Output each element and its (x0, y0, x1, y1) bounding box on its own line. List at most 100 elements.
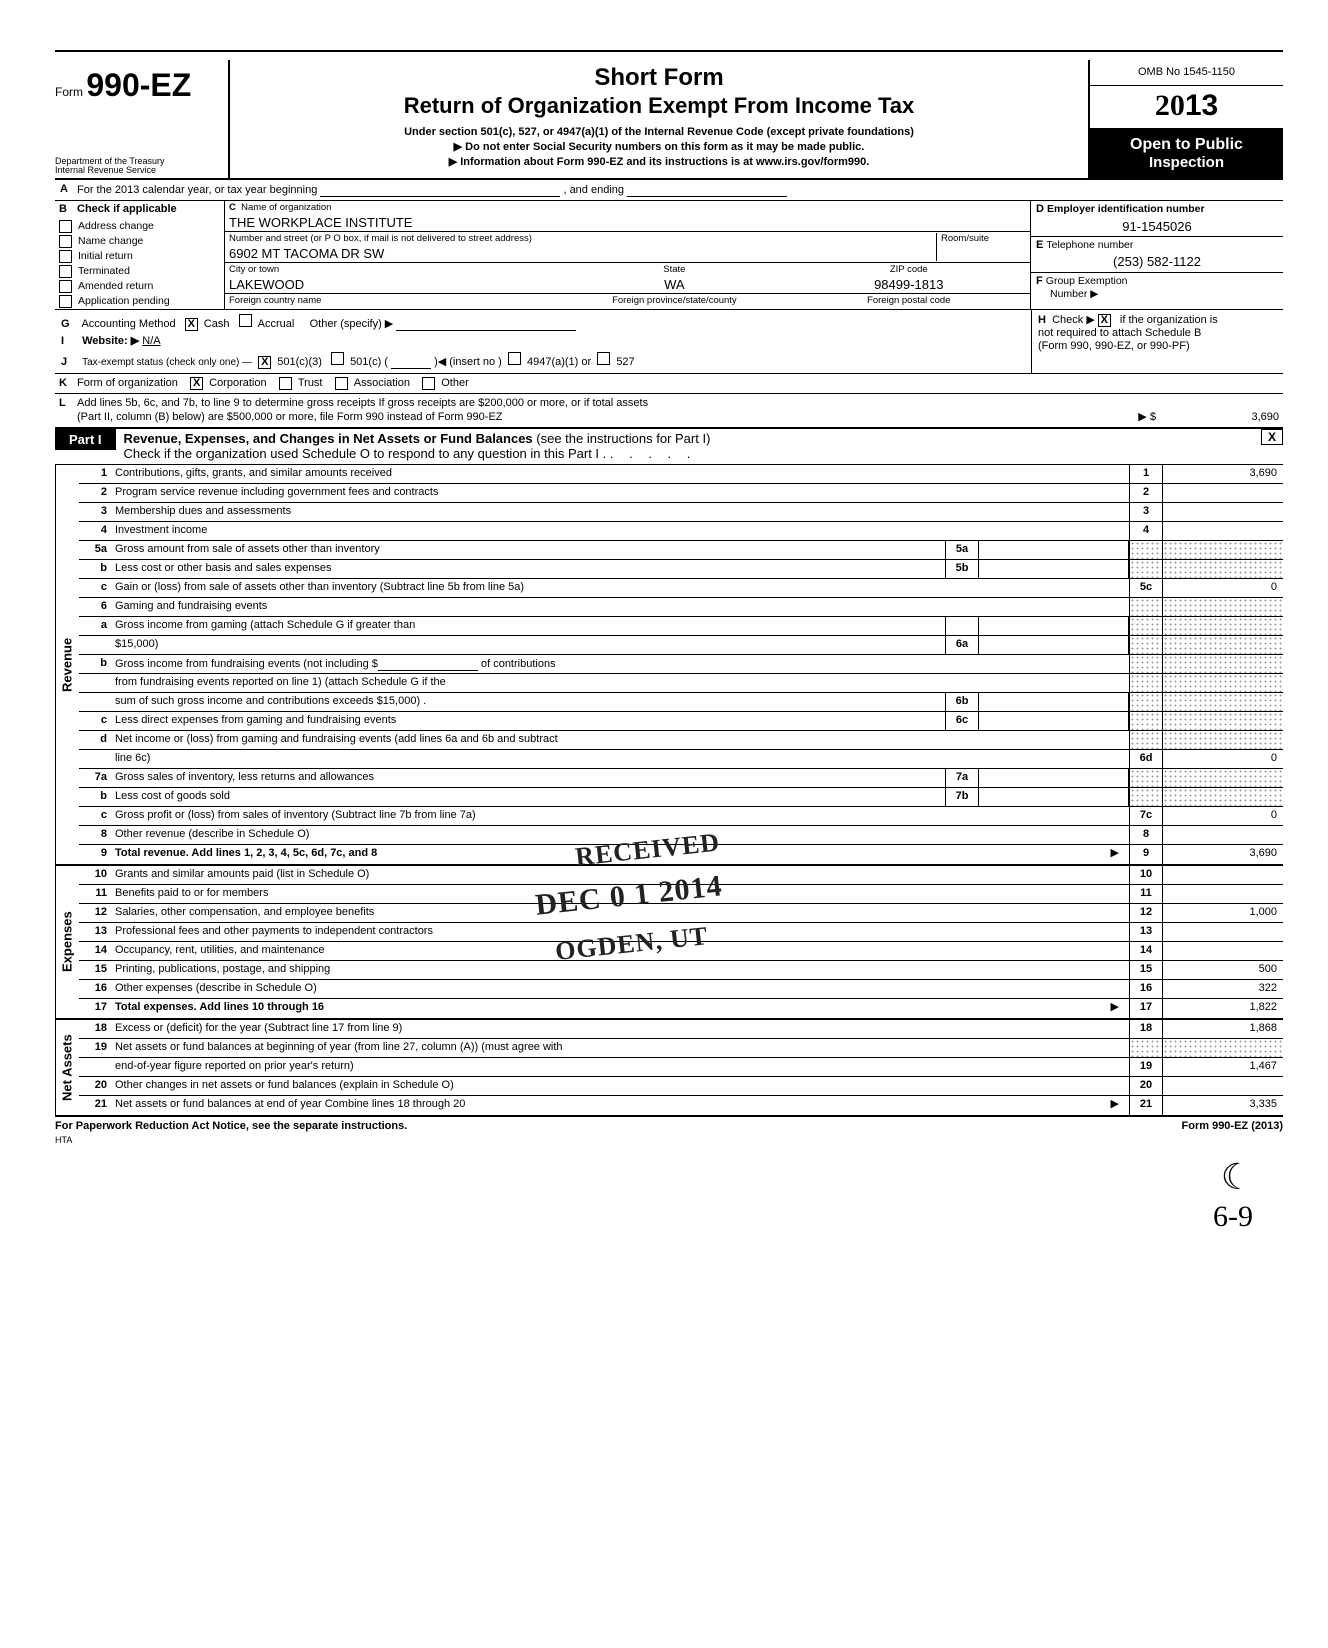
ln14-rv (1163, 942, 1283, 960)
zip: 98499-1813 (792, 276, 1026, 293)
ln5a-mv (979, 541, 1129, 559)
L-arrow: ▶ $ (1138, 411, 1156, 423)
ln6b3-rn-shade (1129, 693, 1163, 711)
ln17-desc: Total expenses. Add lines 10 through 16 (115, 1001, 324, 1013)
ln17-rn: 17 (1129, 999, 1163, 1018)
ln7b-num: b (79, 788, 111, 806)
ln7c-rv: 0 (1163, 807, 1283, 825)
lbl-app-pending: Application pending (78, 295, 170, 308)
part-I-checkbox[interactable]: X (1261, 429, 1283, 445)
chk-527[interactable] (597, 352, 610, 365)
ln6b-blank[interactable] (378, 657, 478, 671)
ln1-rn: 1 (1129, 465, 1163, 483)
caption-ein: Employer identification number (1047, 203, 1205, 215)
chk-address-change[interactable] (59, 220, 72, 233)
ln21-arrow: ▶ (1111, 1098, 1125, 1111)
ln6a-num: a (79, 617, 111, 635)
year-suffix: 13 (1185, 89, 1218, 122)
chk-association[interactable] (335, 377, 348, 390)
chk-corporation[interactable]: X (190, 377, 203, 390)
lbl-amended: Amended return (78, 280, 153, 293)
ln2-rv (1163, 484, 1283, 502)
chk-accrual[interactable] (239, 314, 252, 327)
street-address: 6902 MT TACOMA DR SW (229, 245, 936, 262)
lbl-other-org: Other (441, 377, 469, 390)
chk-other-org[interactable] (422, 377, 435, 390)
ln5b-mv (979, 560, 1129, 578)
ln5c-num: c (79, 579, 111, 597)
chk-name-change[interactable] (59, 235, 72, 248)
caption-city: City or town (229, 264, 557, 275)
website-value: N/A (142, 335, 160, 347)
dept-irs: Internal Revenue Service (55, 166, 222, 176)
label-F: F (1036, 275, 1043, 287)
lbl-501c: 501(c) ( (350, 356, 388, 368)
ln7c-num: c (79, 807, 111, 825)
title-return: Return of Organization Exempt From Incom… (238, 93, 1080, 119)
caption-room: Room/suite (941, 233, 1026, 244)
ln5b-mn: 5b (945, 560, 979, 578)
ln3-rn: 3 (1129, 503, 1163, 521)
ln7a-mv (979, 769, 1129, 787)
ln6-num: 6 (79, 598, 111, 616)
ln18-desc: Excess or (deficit) for the year (Subtra… (111, 1020, 1129, 1038)
other-specify-field[interactable] (396, 317, 576, 331)
H-text3: not required to attach Schedule B (1038, 327, 1201, 339)
ln7c-rn: 7c (1129, 807, 1163, 825)
ln6b-mv (979, 693, 1129, 711)
ln6b-tail: of contributions (481, 658, 556, 670)
ln6a-mn-blank (945, 617, 979, 635)
ln6b-num: b (79, 655, 111, 673)
ln7b-rv-shade (1163, 788, 1283, 806)
chk-initial-return[interactable] (59, 250, 72, 263)
chk-schedule-b[interactable]: X (1098, 314, 1111, 327)
chk-501c[interactable] (331, 352, 344, 365)
chk-app-pending[interactable] (59, 295, 72, 308)
caption-zip: ZIP code (792, 264, 1026, 275)
ln7b-desc: Less cost of goods sold (111, 788, 945, 806)
ln7b-mn: 7b (945, 788, 979, 806)
ln16-rv: 322 (1163, 980, 1283, 998)
ln6b2-num (79, 674, 111, 692)
ln21-num: 21 (79, 1096, 111, 1115)
lbl-cash: Cash (204, 318, 230, 330)
website-label: Website: ▶ (82, 335, 139, 347)
ln19-desc: Net assets or fund balances at beginning… (111, 1039, 1129, 1057)
chk-trust[interactable] (279, 377, 292, 390)
side-label-expenses: Expenses (55, 866, 79, 1018)
year-begin-field[interactable] (320, 183, 560, 197)
ln18-num: 18 (79, 1020, 111, 1038)
ln16-desc: Other expenses (describe in Schedule O) (111, 980, 1129, 998)
expenses-grid: Expenses 10Grants and similar amounts pa… (55, 866, 1283, 1020)
chk-4947[interactable] (508, 352, 521, 365)
ln6c-desc: Less direct expenses from gaming and fun… (111, 712, 945, 730)
chk-amended[interactable] (59, 280, 72, 293)
ln6d-rn: 6d (1129, 750, 1163, 768)
revenue-grid: Revenue 1Contributions, gifts, grants, a… (55, 465, 1283, 866)
net-assets-grid: Net Assets 18Excess or (deficit) for the… (55, 1020, 1283, 1117)
ln11-rv (1163, 885, 1283, 903)
caption-street: Number and street (or P O box, if mail i… (229, 233, 936, 244)
ln14-num: 14 (79, 942, 111, 960)
caption-country: Foreign country name (229, 295, 557, 306)
block-BCD: BCheck if applicable Address change Name… (55, 201, 1283, 309)
ln17-num: 17 (79, 999, 111, 1018)
501c-insert-field[interactable] (391, 355, 431, 369)
ln7b-rn-shade (1129, 788, 1163, 806)
ln19b-num (79, 1058, 111, 1076)
subtitle-2: ▶ Do not enter Social Security numbers o… (238, 140, 1080, 155)
ln16-rn: 16 (1129, 980, 1163, 998)
ln18-rn: 18 (1129, 1020, 1163, 1038)
part-I-title: Revenue, Expenses, and Changes in Net As… (124, 431, 533, 446)
open-to-public: Open to Public Inspection (1090, 129, 1283, 178)
year-end-field[interactable] (627, 183, 787, 197)
ln7a-rn-shade (1129, 769, 1163, 787)
chk-terminated[interactable] (59, 265, 72, 278)
caption-group: Group Exemption (1046, 275, 1128, 287)
ln5a-desc: Gross amount from sale of assets other t… (111, 541, 945, 559)
chk-cash[interactable]: X (185, 318, 198, 331)
ln12-num: 12 (79, 904, 111, 922)
chk-501c3[interactable]: X (258, 356, 271, 369)
ln4-desc: Investment income (111, 522, 1129, 540)
sig-mark1: ☾ (55, 1156, 1253, 1199)
